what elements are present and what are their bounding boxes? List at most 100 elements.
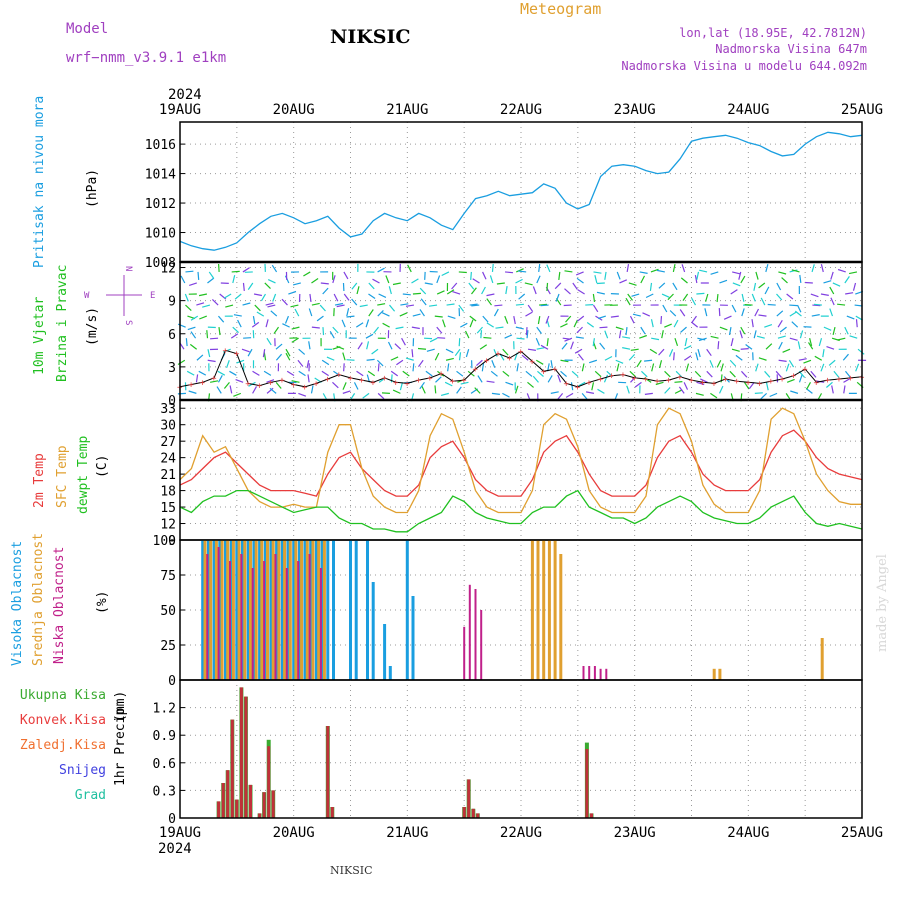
wind-arrow [718,308,721,317]
wind-arrow [592,304,599,313]
wind-arrow [456,386,462,394]
wind-arrow [235,379,244,383]
wind-arrow [230,333,239,339]
wind-arrow [778,359,787,362]
wind-arrow [797,341,801,350]
wind-arrow [269,387,277,394]
wind-arrow [728,327,732,336]
cloud-bar [292,540,296,680]
wind-arrow [332,326,339,334]
wind-arrow [223,381,230,389]
precip-bar [239,687,243,818]
wind-arrow [434,352,440,361]
wind-gust-mark: + [620,371,626,381]
wind-arrow [751,319,754,328]
wind-arrow [445,357,454,361]
wind-arrow [845,292,854,295]
cloud-ytick-label: 100 [153,534,176,549]
wind-arrow [411,349,414,358]
cloud-bar [582,666,585,680]
wind-arrow [242,282,245,291]
wind-arrow [290,304,299,308]
wind-arrow [390,356,399,361]
cloud-bar [224,540,227,680]
wind-arrow [760,297,766,306]
wind-arrow [206,330,209,339]
wind-arrow [625,327,628,336]
wind-gust-mark: + [689,376,695,386]
wind-arrow [571,370,579,378]
wind-arrow [658,282,666,289]
cloud-bar [203,540,207,680]
wind-arrow [267,304,276,308]
wind-gust-mark: + [382,374,388,384]
temperature-ytick-label: 33 [160,402,176,417]
cloud-bar [214,540,218,680]
wind-arrow [629,315,635,324]
wind-arrow [356,286,360,295]
wind-arrow [285,348,291,357]
wind-arrow [788,359,795,368]
wind-arrow [343,293,350,301]
wind-arrow [778,271,787,275]
wind-arrow [424,282,433,285]
credit-label: made by Angel [875,554,890,652]
wind-arrow [603,374,609,383]
wind-arrow [377,392,385,400]
wind-arrow [790,390,799,394]
wind-arrow [683,345,692,350]
cloud-ylabel-3: Niska Oblacnost [52,547,67,664]
wind-arrow [729,359,737,367]
wind-arrow [589,359,598,364]
wind-arrow [560,323,568,328]
wind-arrow [809,338,813,347]
wind-gust-mark: + [711,379,717,389]
wind-arrow [639,271,648,274]
wind-arrow [546,264,551,273]
cloud-bar [231,540,235,680]
top-year-label: 2024 [168,87,202,103]
wind-arrow [554,282,562,290]
wind-arrow [333,293,339,302]
wind-arrow [704,308,708,317]
wind-arrow [265,319,269,328]
wind-arrow [540,344,549,350]
wind-arrow [477,375,483,383]
wind-arrow [281,298,288,306]
wind-arrow [710,271,719,275]
wind-arrow [207,349,211,358]
wind-arrow [764,324,773,328]
wind-arrow [535,337,540,346]
wind-arrow [251,321,260,328]
wind-arrow [545,315,550,324]
wind-gust-mark: + [370,378,376,388]
cloud-bar [246,540,250,680]
wind-arrow [436,290,445,295]
pressure-ytick-label: 1008 [145,256,176,271]
wind-arrow [435,376,442,383]
wind-arrow [452,291,461,295]
wind-arrow [626,263,630,273]
wind-arrow [515,326,524,330]
wind-gust-mark: + [802,365,808,375]
top-xtick-label: 20AUG [273,102,315,118]
wind-panel: 0 3 6 9 12 + + + + + + + + + + + + + + + + + + + + + + + + + + + + + + + + + +… [160,260,867,409]
wind-arrow [353,382,359,390]
wind-arrow [321,370,329,377]
wind-arrow [694,370,702,378]
cloud-bar [286,540,290,680]
temperature-ytick-label: 30 [160,419,176,434]
wind-arrow [794,310,802,317]
precip-unit: (mm) [113,691,128,722]
wind-arrow [252,370,260,376]
temp-unit: (C) [95,455,110,478]
wind-arrow [540,304,549,307]
wind-arrow [359,304,368,308]
wind-arrow [577,353,584,361]
wind-arrow [229,370,237,376]
wind-arrow [252,315,256,325]
wind-arrow [592,338,595,347]
cloud-bar [411,596,415,680]
wind-gust-mark: + [745,378,751,388]
wind-arrow [776,293,783,301]
